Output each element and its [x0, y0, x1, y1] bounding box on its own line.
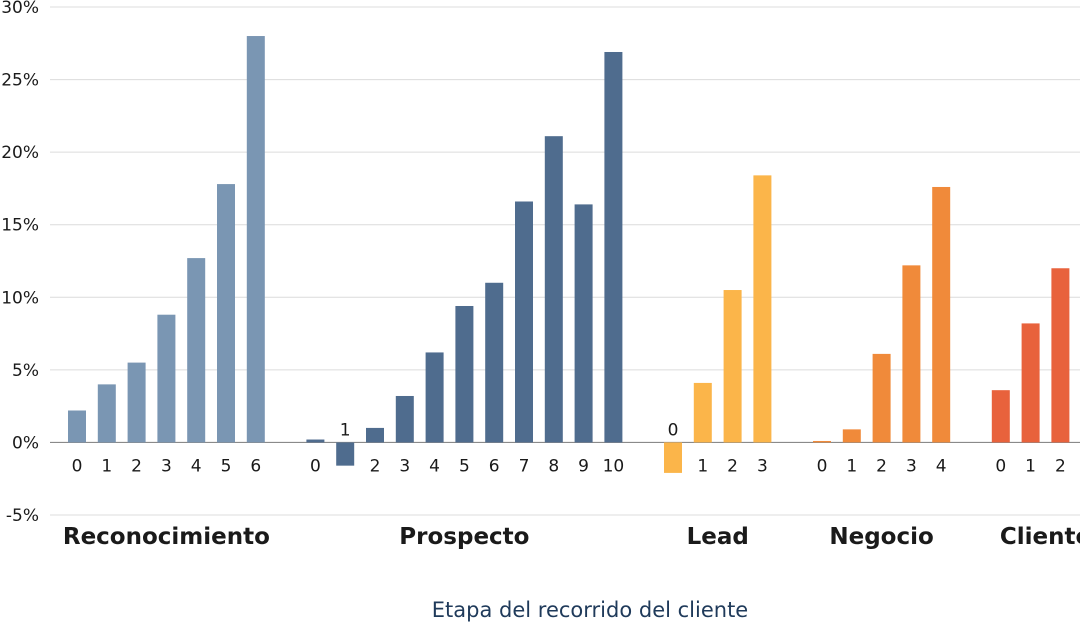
x-tick-label: 7	[519, 456, 530, 476]
bars	[68, 36, 1070, 473]
x-tick-label: 3	[161, 456, 172, 476]
bar	[336, 442, 355, 466]
x-tick-label: 3	[399, 456, 410, 476]
x-axis-label: Etapa del recorrido del cliente	[432, 598, 748, 622]
bar	[664, 442, 682, 473]
x-tick-label: 6	[489, 456, 500, 476]
x-tick-label: 2	[876, 456, 887, 476]
x-axis-ticks: 01234560123456789100123012340123	[72, 420, 1066, 476]
bar	[515, 201, 533, 443]
x-tick-label: 0	[995, 456, 1006, 476]
x-tick-label: 4	[429, 456, 440, 476]
y-tick-label: -5%	[6, 506, 39, 526]
x-tick-label: 5	[221, 456, 232, 476]
group-label: Cliente	[1000, 524, 1080, 550]
x-tick-label: 1	[1025, 456, 1036, 476]
bar	[604, 51, 623, 443]
bar	[574, 204, 593, 443]
x-tick-label: 4	[936, 456, 947, 476]
y-tick-label: 25%	[1, 71, 39, 91]
x-tick-label: 2	[370, 456, 381, 476]
x-tick-label: 0	[668, 420, 679, 440]
x-tick-label: 3	[906, 456, 917, 476]
y-tick-label: 0%	[12, 433, 39, 453]
x-tick-label: 1	[697, 456, 708, 476]
bar	[97, 384, 116, 443]
bar	[544, 136, 563, 443]
x-tick-label: 3	[757, 456, 768, 476]
group-label: Reconocimiento	[63, 524, 270, 550]
y-axis-ticks: -5% 0% 5% 10% 15% 20% 25% 30%	[1, 0, 39, 526]
bar	[68, 410, 86, 443]
bar	[902, 265, 921, 443]
bar	[187, 258, 206, 443]
group-label: Prospecto	[399, 524, 529, 550]
bar	[872, 353, 891, 443]
x-tick-label: 6	[250, 456, 261, 476]
bar	[455, 305, 474, 443]
bar	[693, 382, 712, 443]
bar	[217, 184, 235, 443]
bar	[723, 290, 742, 443]
bar	[306, 439, 325, 443]
bar	[1051, 268, 1070, 443]
bar	[485, 282, 504, 443]
bar	[932, 186, 951, 443]
x-tick-label: 8	[548, 456, 559, 476]
x-tick-label: 4	[191, 456, 202, 476]
bar	[842, 429, 861, 443]
bar	[813, 440, 831, 443]
x-tick-label: 0	[72, 456, 83, 476]
y-tick-label: 5%	[12, 361, 39, 381]
x-tick-label: 10	[603, 456, 625, 476]
bar	[753, 175, 772, 443]
group-label: Negocio	[829, 524, 933, 550]
group-labels: Reconocimiento Prospecto Lead Negocio Client…	[63, 524, 1080, 550]
y-tick-label: 15%	[1, 216, 39, 236]
group-label: Lead	[687, 524, 749, 550]
x-tick-label: 0	[310, 456, 321, 476]
y-tick-label: 30%	[1, 0, 39, 18]
bar	[246, 36, 265, 443]
x-tick-label: 1	[846, 456, 857, 476]
x-tick-label: 9	[578, 456, 589, 476]
bar	[395, 395, 414, 443]
bar	[127, 362, 146, 443]
y-tick-label: 10%	[1, 288, 39, 308]
x-tick-label: 1	[340, 420, 351, 440]
x-tick-label: 5	[459, 456, 470, 476]
y-tick-label: 20%	[1, 143, 39, 163]
bar	[1021, 323, 1040, 443]
x-tick-label: 2	[727, 456, 738, 476]
x-tick-label: 0	[817, 456, 828, 476]
x-tick-label: 2	[131, 456, 142, 476]
x-tick-label: 2	[1055, 456, 1066, 476]
bar	[425, 352, 444, 443]
bar	[366, 427, 384, 443]
x-tick-label: 1	[101, 456, 112, 476]
bar	[157, 314, 176, 443]
bar	[991, 390, 1010, 443]
